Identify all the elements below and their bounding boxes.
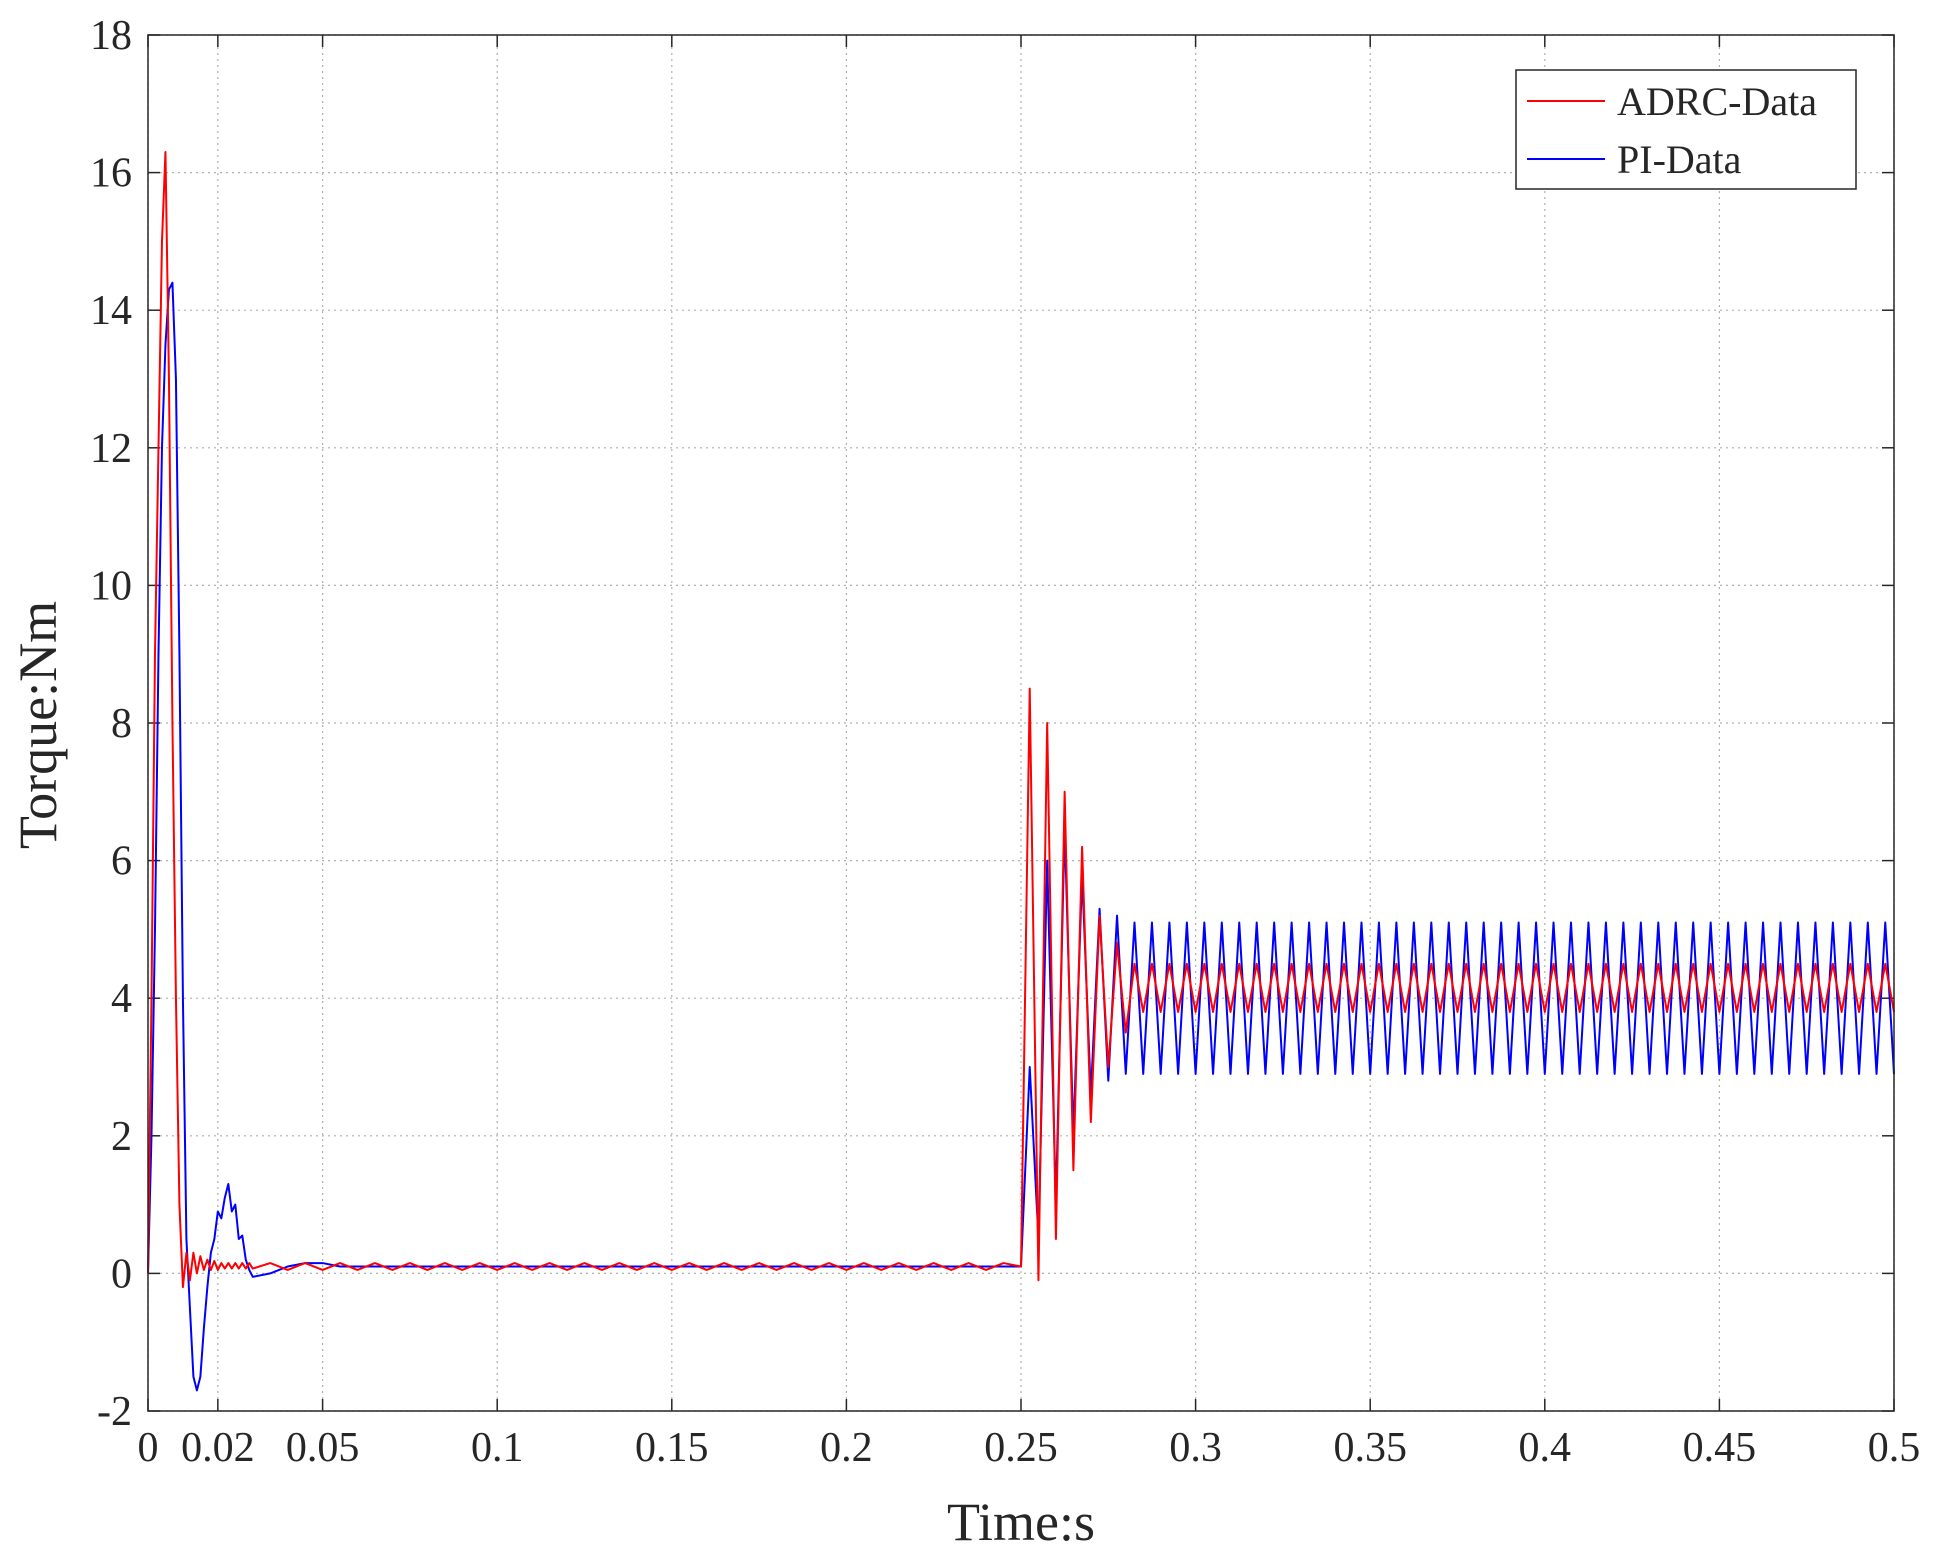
data-line (147, 281, 1895, 1392)
y-axis-label: Torque:Nm (8, 601, 68, 849)
data-line (147, 150, 1895, 1289)
x-tick-label: 0.35 (1333, 1425, 1407, 1471)
x-tick-label: 0.4 (1519, 1425, 1572, 1471)
y-tick-label: -2 (97, 1389, 132, 1435)
legend-box (1515, 69, 1857, 190)
y-tick-label: 18 (90, 13, 132, 59)
y-tick-label: 4 (111, 976, 132, 1022)
x-tick-label: 0.15 (635, 1425, 709, 1471)
legend-label: PI-Data (1617, 137, 1742, 182)
x-tick-label: 0.5 (1868, 1425, 1921, 1471)
y-tick-label: 6 (111, 839, 132, 885)
x-tick-label: 0.1 (471, 1425, 524, 1471)
x-tick-label: 0 (138, 1425, 159, 1471)
legend-label: ADRC-Data (1617, 79, 1817, 124)
x-axis-label: Time:s (947, 1492, 1095, 1552)
x-tick-label: 0.45 (1683, 1425, 1757, 1471)
axes-box (147, 34, 1895, 1412)
y-tick-label: 16 (90, 151, 132, 197)
x-tick-label: 0.25 (984, 1425, 1058, 1471)
y-tick-label: 10 (90, 563, 132, 609)
y-tick-label: 2 (111, 1114, 132, 1160)
y-tick-label: 8 (111, 701, 132, 747)
x-tick-label: 0.05 (286, 1425, 360, 1471)
x-tick-label: 0.3 (1169, 1425, 1222, 1471)
x-tick-label: 0.02 (181, 1425, 255, 1471)
y-tick-label: 14 (90, 288, 132, 334)
x-tick-label: 0.2 (820, 1425, 873, 1471)
y-tick-label: 0 (111, 1251, 132, 1297)
y-tick-label: 12 (90, 426, 132, 472)
